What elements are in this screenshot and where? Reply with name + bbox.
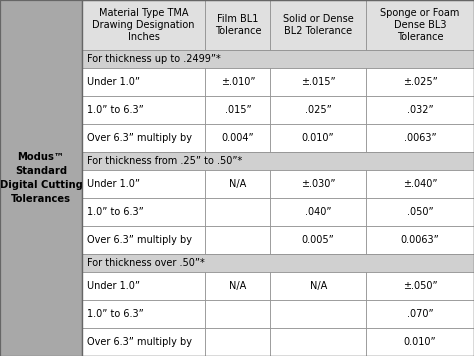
- Text: 0.004”: 0.004”: [221, 133, 254, 143]
- Text: Under 1.0”: Under 1.0”: [87, 77, 140, 87]
- Bar: [270, 68, 366, 96]
- Bar: [366, 170, 474, 198]
- Text: For thickness over .50”*: For thickness over .50”*: [87, 258, 205, 268]
- Bar: [366, 96, 474, 124]
- Bar: [82, 50, 474, 68]
- Bar: [206, 96, 270, 124]
- Bar: [366, 124, 474, 152]
- Bar: [82, 254, 474, 272]
- Bar: [270, 170, 366, 198]
- Text: Modus™
Standard
Digital Cutting
Tolerances: Modus™ Standard Digital Cutting Toleranc…: [0, 152, 82, 204]
- Text: ±.010”: ±.010”: [220, 77, 255, 87]
- Bar: [206, 198, 270, 226]
- Text: 0.010”: 0.010”: [302, 133, 335, 143]
- Bar: [270, 226, 366, 254]
- Bar: [82, 170, 206, 198]
- Bar: [270, 0, 366, 50]
- Text: .0063”: .0063”: [404, 133, 437, 143]
- Text: N/A: N/A: [310, 281, 327, 291]
- Text: 1.0” to 6.3”: 1.0” to 6.3”: [87, 105, 144, 115]
- Bar: [366, 272, 474, 300]
- Bar: [206, 300, 270, 328]
- Bar: [270, 198, 366, 226]
- Bar: [82, 152, 474, 170]
- Text: Over 6.3” multiply by: Over 6.3” multiply by: [87, 235, 192, 245]
- Bar: [366, 0, 474, 50]
- Text: 1.0” to 6.3”: 1.0” to 6.3”: [87, 309, 144, 319]
- Bar: [366, 68, 474, 96]
- Bar: [366, 328, 474, 356]
- Bar: [82, 328, 206, 356]
- Bar: [82, 300, 206, 328]
- Text: .015”: .015”: [225, 105, 251, 115]
- Text: ±.025”: ±.025”: [403, 77, 438, 87]
- Text: N/A: N/A: [229, 281, 246, 291]
- Text: 1.0” to 6.3”: 1.0” to 6.3”: [87, 207, 144, 217]
- Text: ±.050”: ±.050”: [403, 281, 438, 291]
- Bar: [206, 68, 270, 96]
- Text: .070”: .070”: [407, 309, 433, 319]
- Bar: [366, 198, 474, 226]
- Text: Over 6.3” multiply by: Over 6.3” multiply by: [87, 337, 192, 347]
- Text: Sponge or Foam
Dense BL3
Tolerance: Sponge or Foam Dense BL3 Tolerance: [381, 9, 460, 42]
- Text: Under 1.0”: Under 1.0”: [87, 179, 140, 189]
- Text: Solid or Dense
BL2 Tolerance: Solid or Dense BL2 Tolerance: [283, 14, 354, 36]
- Bar: [82, 198, 206, 226]
- Text: .040”: .040”: [305, 207, 331, 217]
- Bar: [82, 68, 206, 96]
- Bar: [0, 0, 82, 356]
- Bar: [366, 226, 474, 254]
- Text: 0.005”: 0.005”: [302, 235, 335, 245]
- Bar: [206, 226, 270, 254]
- Bar: [270, 300, 366, 328]
- Text: .032”: .032”: [407, 105, 433, 115]
- Text: ±.015”: ±.015”: [301, 77, 336, 87]
- Text: Material Type TMA
Drawing Designation
Inches: Material Type TMA Drawing Designation In…: [92, 9, 195, 42]
- Text: ±.030”: ±.030”: [301, 179, 336, 189]
- Bar: [206, 0, 270, 50]
- Bar: [206, 328, 270, 356]
- Bar: [366, 300, 474, 328]
- Text: For thickness up to .2499”*: For thickness up to .2499”*: [87, 54, 221, 64]
- Bar: [82, 96, 206, 124]
- Bar: [206, 124, 270, 152]
- Text: Under 1.0”: Under 1.0”: [87, 281, 140, 291]
- Bar: [270, 124, 366, 152]
- Text: Over 6.3” multiply by: Over 6.3” multiply by: [87, 133, 192, 143]
- Bar: [82, 272, 206, 300]
- Bar: [82, 124, 206, 152]
- Bar: [270, 96, 366, 124]
- Bar: [82, 0, 206, 50]
- Bar: [82, 0, 474, 356]
- Text: For thickness from .25” to .50”*: For thickness from .25” to .50”*: [87, 156, 242, 166]
- Text: ±.040”: ±.040”: [403, 179, 438, 189]
- Bar: [206, 272, 270, 300]
- Bar: [270, 328, 366, 356]
- Text: 0.0063”: 0.0063”: [401, 235, 439, 245]
- Bar: [206, 170, 270, 198]
- Text: .025”: .025”: [305, 105, 331, 115]
- Bar: [82, 226, 206, 254]
- Text: N/A: N/A: [229, 179, 246, 189]
- Bar: [270, 272, 366, 300]
- Text: .050”: .050”: [407, 207, 433, 217]
- Text: Film BL1
Tolerance: Film BL1 Tolerance: [215, 14, 261, 36]
- Text: 0.010”: 0.010”: [404, 337, 437, 347]
